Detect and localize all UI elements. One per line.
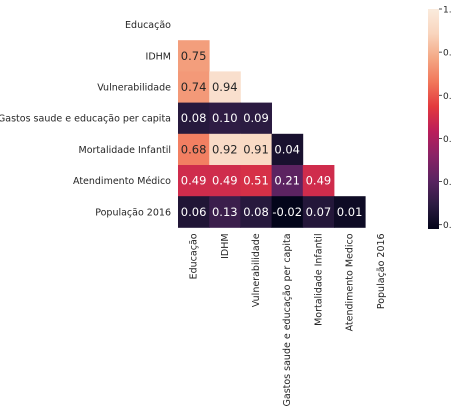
colorbar-gradient — [428, 9, 439, 229]
cell-value-label: 0.08 — [243, 205, 269, 219]
cell-value-label: 0.21 — [274, 174, 300, 188]
heatmap-cell — [209, 165, 241, 197]
cell-value-label: 0.92 — [212, 142, 238, 156]
cell-value-label: 0.51 — [243, 174, 269, 188]
heatmap-cell — [178, 102, 210, 135]
cell-value-label: -0.02 — [272, 205, 302, 219]
x-tick-label: Educação — [189, 233, 200, 279]
heatmap-cell — [178, 196, 210, 228]
y-tick-label: Atendimento Médico — [73, 176, 171, 187]
x-tick-label: População 2016 — [376, 233, 387, 309]
x-tick-label: Atendimento Medico — [345, 233, 356, 331]
heatmap-cell — [240, 165, 272, 197]
colorbar-tick-label: 0.2 — [443, 178, 451, 188]
cell-value-label: 0.94 — [212, 80, 238, 94]
colorbar-tick-label: 0.8 — [443, 49, 451, 59]
heatmap-cell — [240, 102, 272, 135]
cell-value-label: 0.01 — [337, 205, 363, 219]
heatmap-cell — [302, 165, 335, 197]
heatmap-cell — [302, 196, 335, 228]
y-tick-label: Mortalidade Infantil — [79, 145, 172, 156]
heatmap-cells: 0.75 0.74 0.94 0.08 0.10 0.09 0.68 0.92 0.91 0.04… — [178, 40, 366, 228]
colorbar-tick-label: 0.4 — [443, 135, 451, 145]
y-tick-labels: Educação IDHM Vulnerabilidade Gastos saude … — [0, 20, 171, 218]
cell-value-label: 0.04 — [274, 142, 300, 156]
cell-value-label: 0.08 — [181, 111, 207, 125]
heatmap-cell — [209, 196, 241, 228]
heatmap-cell — [178, 165, 210, 197]
cell-value-label: 0.10 — [212, 111, 238, 125]
cell-value-label: 0.07 — [306, 205, 332, 219]
x-tick-label: IDHM — [220, 233, 231, 258]
cell-value-label: 0.49 — [306, 174, 332, 188]
colorbar-tick-label: 0.6 — [443, 92, 451, 102]
cell-value-label: 0.49 — [181, 174, 207, 188]
cell-value-label: 0.09 — [243, 111, 269, 125]
cell-value-label: 0.75 — [181, 49, 207, 63]
heatmap-cell — [178, 40, 210, 72]
cell-value-label: 0.13 — [212, 205, 238, 219]
x-tick-label: Mortalidade Infantil — [313, 233, 324, 326]
heatmap-cell — [209, 102, 241, 135]
heatmap-cell — [178, 71, 210, 103]
colorbar-tick-label: 0.0 — [443, 221, 451, 231]
cell-value-label: 0.74 — [181, 80, 207, 94]
heatmap-cell — [271, 165, 304, 197]
y-tick-label: Educação — [125, 20, 171, 31]
heatmap-cell — [271, 196, 304, 228]
y-tick-label: Vulnerabilidade — [97, 83, 171, 94]
x-tick-label: Gastos saude e educação per capita — [282, 233, 293, 406]
x-tick-label: Vulnerabilidade — [251, 233, 262, 307]
heatmap-cell — [334, 196, 366, 228]
heatmap-cell — [178, 133, 210, 166]
heatmap-cell — [271, 133, 304, 166]
x-tick-labels: Educação IDHM Vulnerabilidade Gastos saude … — [189, 233, 387, 406]
y-tick-label: Gastos saude e educação per capita — [0, 114, 171, 125]
cell-value-label: 0.91 — [243, 142, 269, 156]
colorbar-tick-label: 1.0 — [443, 6, 451, 16]
y-tick-label: IDHM — [146, 51, 171, 62]
cell-value-label: 0.06 — [181, 205, 207, 219]
cell-value-label: 0.68 — [181, 142, 207, 156]
heatmap-cell — [209, 71, 241, 103]
heatmap-cell — [240, 196, 272, 228]
cell-value-label: 0.49 — [212, 174, 238, 188]
heatmap-cell — [240, 133, 272, 166]
heatmap-cell — [209, 133, 241, 166]
y-tick-label: População 2016 — [95, 207, 171, 218]
colorbar: 0.0 0.2 0.4 0.6 0.8 1.0 — [428, 6, 451, 231]
